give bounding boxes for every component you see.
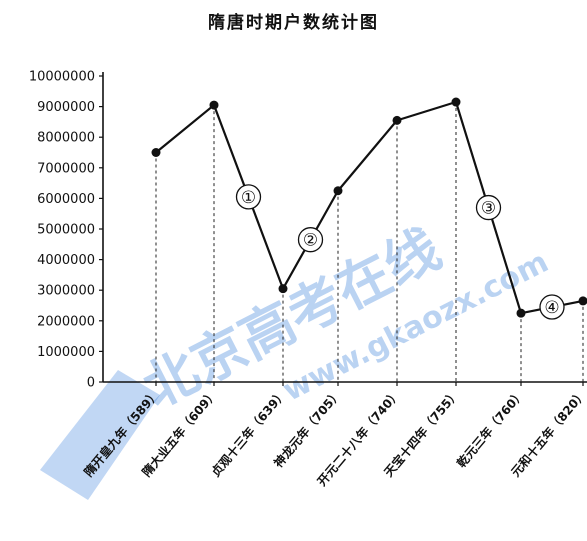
x-tick-labels: 隋开皇九年（589）隋大业五年（609）贞观十三年（639）神龙元年（705）开…: [81, 386, 587, 488]
data-point: [451, 97, 461, 107]
period-marker-label: ②: [303, 231, 318, 251]
period-marker-ring: [539, 294, 565, 320]
drop-lines: [155, 102, 584, 382]
period-marker-ring: [297, 227, 324, 253]
data-point: [209, 100, 219, 110]
chart-axes: 0 1000000 2000000 3000000 4000000 5000000 6000…: [29, 70, 587, 391]
data-point: [151, 148, 161, 157]
y-tick-label: 9000000: [37, 100, 95, 115]
series-polyline: [155, 100, 584, 315]
period-markers: ① ② ③ ④: [235, 184, 565, 320]
series-line: [155, 100, 584, 315]
period-marker: ②: [297, 227, 324, 253]
period-marker: ①: [235, 184, 262, 210]
period-marker-label: ④: [544, 298, 559, 318]
y-tick-label: 0: [87, 376, 95, 391]
x-category-label: 乾元三年（760）: [453, 386, 527, 470]
period-marker-label: ③: [481, 199, 496, 219]
y-tick-label: 2000000: [37, 314, 95, 329]
data-point: [278, 284, 288, 294]
data-point: [333, 186, 343, 196]
period-marker-ring: [475, 194, 502, 221]
data-points: [151, 97, 587, 318]
period-marker: ③: [475, 194, 502, 221]
period-marker-ring: [235, 184, 262, 210]
data-point: [392, 115, 402, 125]
data-point: [578, 296, 587, 306]
y-tick-label: 4000000: [37, 253, 95, 268]
period-marker: ④: [539, 294, 565, 320]
data-point: [516, 308, 526, 318]
y-tick-label: 10000000: [29, 70, 95, 85]
chart-title: 隋唐时期户数统计图: [208, 13, 379, 33]
y-tick-label: 8000000: [37, 131, 95, 146]
y-tick-label: 1000000: [37, 345, 95, 360]
y-tick-label: 3000000: [37, 284, 95, 299]
watermark-logo-shape: [40, 370, 160, 500]
y-tick-label: 5000000: [37, 223, 95, 238]
period-marker-label: ①: [241, 188, 256, 208]
y-tick-label: 7000000: [37, 161, 95, 176]
y-tick-label: 6000000: [37, 192, 95, 207]
